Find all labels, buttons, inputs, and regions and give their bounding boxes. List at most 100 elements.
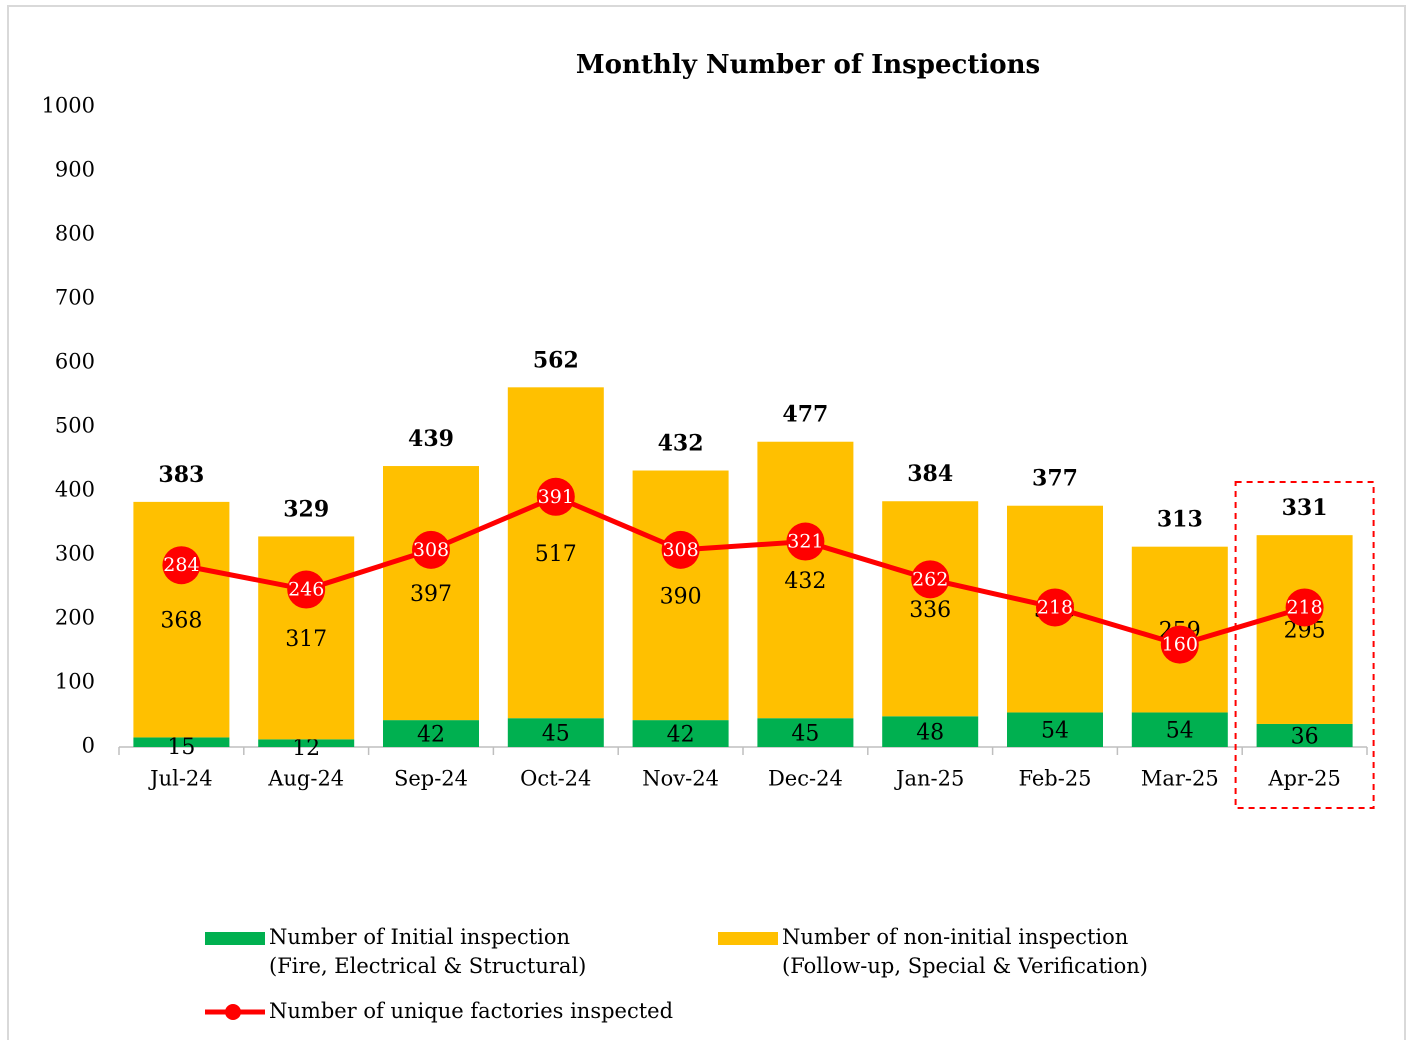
legend-label: Number of Initial inspection (Fire, Elect…: [269, 925, 586, 978]
x-tick-label: Jan-25: [894, 767, 964, 791]
line-label: 321: [787, 531, 823, 553]
data-label: 397: [410, 582, 452, 607]
bar-segment: [632, 470, 729, 721]
total-label: 331: [1282, 495, 1328, 521]
legend-swatch: [718, 932, 778, 945]
bar-segment: [383, 720, 479, 747]
x-tick-label: Apr-25: [1267, 767, 1340, 791]
x-tick-label: Dec-24: [768, 767, 843, 791]
line-marker: [911, 560, 950, 599]
y-tick-label: 200: [55, 606, 95, 630]
line-label: 262: [912, 568, 948, 590]
total-label: 562: [533, 347, 579, 373]
total-label: 477: [782, 402, 828, 428]
line-label: 218: [1037, 596, 1073, 618]
data-label: 54: [1166, 719, 1194, 744]
total-label: 329: [283, 496, 329, 522]
line-marker: [1160, 625, 1199, 664]
data-label: 42: [667, 723, 695, 748]
total-label: 377: [1032, 466, 1078, 492]
data-label: 54: [1041, 719, 1069, 744]
line-marker: [661, 530, 700, 569]
line-label: 160: [1162, 634, 1198, 656]
line-label: 391: [538, 486, 574, 508]
line: [180, 494, 1306, 648]
data-label: 432: [784, 569, 826, 594]
data-label: 15: [167, 735, 195, 760]
x-tick-label: Sep-24: [394, 767, 468, 791]
data-label: 36: [1291, 724, 1319, 749]
x-tick-label: Mar-25: [1141, 767, 1219, 791]
bar-segment: [258, 739, 355, 747]
total-label: 439: [408, 426, 454, 452]
line-marker: [536, 477, 575, 516]
line-marker: [162, 546, 201, 585]
y-tick-label: 800: [55, 222, 95, 246]
total-label: 432: [658, 431, 704, 457]
data-label: 12: [292, 736, 320, 761]
bar-segment: [507, 718, 604, 747]
bar-segment: [133, 501, 230, 738]
total-label: 383: [158, 462, 204, 488]
bar-segment: [757, 718, 854, 747]
legend-label-line: Number of unique factories inspected: [269, 999, 673, 1023]
bar-segment: [882, 716, 979, 747]
legend-label-line: (Fire, Electrical & Structural): [269, 954, 586, 978]
data-label: 317: [285, 627, 327, 652]
legend-label-line: (Follow-up, Special & Verification): [782, 954, 1148, 978]
data-label: 336: [909, 598, 951, 623]
y-tick-label: 600: [55, 350, 95, 374]
y-tick-label: 300: [55, 542, 95, 566]
legend-label: Number of non-initial inspection (Follow-…: [782, 925, 1148, 978]
highlight-box: [1234, 481, 1375, 809]
data-label: 45: [791, 722, 819, 747]
x-tick-label: Oct-24: [520, 767, 591, 791]
legend-swatch: [205, 932, 265, 945]
line-label: 308: [413, 539, 449, 561]
line-label: 308: [662, 539, 698, 561]
data-label: 517: [535, 542, 577, 567]
data-label: 42: [417, 723, 445, 748]
line-marker: [287, 570, 326, 609]
line-marker: [1036, 588, 1074, 627]
y-tick-label: 400: [55, 478, 95, 502]
data-label: 368: [160, 609, 202, 634]
bar-segment: [258, 536, 355, 740]
bar-segment: [757, 441, 854, 719]
bar-segment: [1131, 712, 1228, 747]
data-label: 45: [542, 722, 570, 747]
y-tick-label: 100: [55, 670, 95, 694]
x-tick-label: Nov-24: [642, 767, 719, 791]
legend-label-line: Number of Initial inspection: [269, 925, 570, 949]
bar-segment: [1256, 535, 1353, 724]
total-label: 384: [907, 461, 953, 487]
line-label: 218: [1286, 596, 1322, 618]
bar-segment: [507, 387, 604, 719]
bar-segment: [133, 737, 230, 747]
x-tick-label: Jul-24: [148, 767, 212, 791]
y-tick-label: 900: [55, 158, 95, 182]
data-label: 48: [916, 721, 944, 746]
bar-segment: [1256, 723, 1353, 747]
legend-label: Number of unique factories inspected: [269, 999, 673, 1023]
total-label: 313: [1157, 507, 1203, 533]
legend-swatch-marker: [225, 1004, 241, 1020]
line-marker: [412, 530, 450, 569]
line-label: 246: [288, 579, 324, 601]
bar-segment: [632, 720, 729, 747]
y-tick-label: 1000: [42, 94, 95, 118]
line-marker: [1285, 588, 1324, 627]
y-tick-label: 0: [82, 734, 95, 758]
bar-segment: [882, 501, 979, 717]
chart-title: Monthly Number of Inspections: [576, 50, 1040, 80]
line-marker: [786, 522, 825, 561]
bar-segment: [1007, 712, 1103, 747]
line-label: 284: [163, 554, 199, 576]
y-tick-label: 700: [55, 286, 95, 310]
data-label: 390: [660, 584, 702, 609]
legend-label-line: Number of non-initial inspection: [782, 925, 1128, 949]
x-tick-label: Feb-25: [1018, 767, 1091, 791]
y-tick-label: 500: [55, 414, 95, 438]
